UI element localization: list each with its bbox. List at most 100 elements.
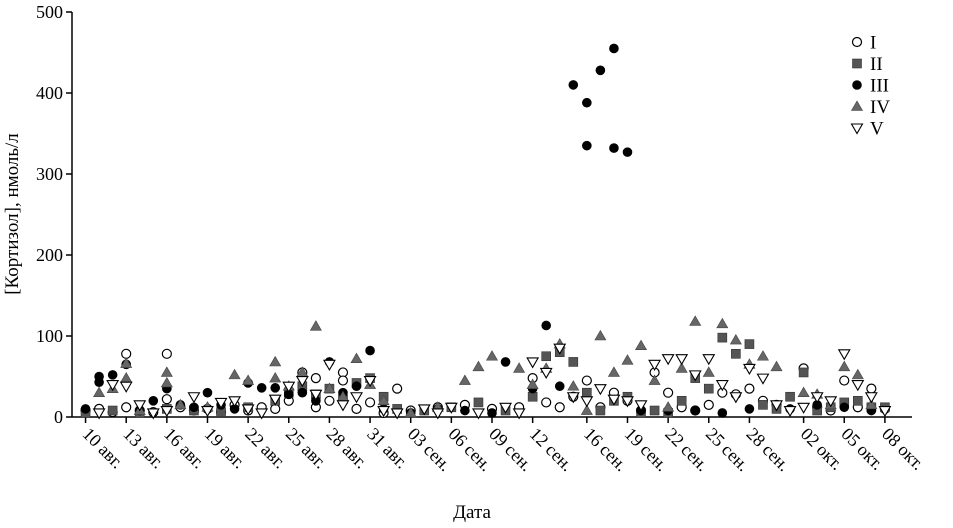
data-point: [595, 65, 606, 76]
data-point: [663, 387, 674, 398]
data-point: [554, 381, 565, 392]
data-point: [756, 350, 769, 361]
x-tick-label: 02 окт.: [797, 424, 847, 474]
data-point: [853, 395, 863, 406]
data-point: [148, 395, 159, 406]
data-point: [702, 354, 716, 366]
data-point: [594, 329, 607, 341]
data-point: [350, 352, 363, 363]
data-point: [417, 404, 431, 416]
x-ticks: 10 авг.13 авг.16 авг.19 авг.22 авг.25 ав…: [79, 417, 928, 476]
data-point: [228, 396, 242, 408]
data-point: [878, 405, 892, 418]
y-tick-label: 200: [36, 245, 63, 265]
data-point: [242, 374, 255, 385]
data-point: [661, 354, 675, 366]
data-point: [92, 408, 106, 420]
data-point: [810, 392, 824, 404]
data-point: [582, 387, 592, 398]
data-point: [364, 397, 376, 408]
data-point: [607, 366, 620, 377]
data-point: [541, 397, 552, 408]
data-point: [161, 348, 172, 359]
data-point: [634, 400, 648, 412]
data-point: [744, 404, 755, 414]
data-point: [729, 333, 742, 345]
data-point: [758, 400, 768, 410]
data-point: [160, 405, 174, 418]
data-point: [472, 360, 485, 372]
data-point: [512, 408, 526, 420]
data-point: [866, 383, 877, 394]
data-point: [161, 394, 172, 405]
data-point: [648, 374, 661, 385]
data-point: [363, 375, 377, 388]
data-point: [187, 392, 201, 404]
data-point: [554, 402, 565, 413]
data-point: [350, 392, 363, 404]
data-point: [527, 391, 538, 402]
data-point: [174, 398, 187, 410]
data-point: [851, 368, 864, 380]
data-point: [837, 349, 851, 361]
data-point: [365, 345, 375, 356]
data-point: [146, 408, 160, 420]
data-point: [539, 367, 553, 380]
data-point: [580, 404, 593, 415]
data-point: [622, 147, 633, 157]
data-point: [756, 373, 770, 385]
data-point: [676, 395, 687, 406]
data-point: [107, 370, 118, 380]
data-point: [609, 143, 619, 153]
data-point: [744, 339, 755, 349]
legend-marker: [852, 80, 862, 90]
data-point: [500, 357, 511, 367]
data-point: [851, 380, 865, 392]
data-point: [160, 376, 173, 388]
y-tick-label: 100: [36, 326, 63, 346]
data-point: [309, 320, 322, 331]
legend-label: II: [870, 54, 883, 75]
data-point: [485, 350, 499, 361]
data-point: [568, 80, 579, 90]
data-point: [717, 408, 728, 418]
data-point: [460, 405, 470, 416]
data-point: [337, 375, 349, 386]
data-point: [458, 374, 471, 385]
data-point: [228, 368, 241, 380]
data-point: [202, 387, 213, 398]
legend-marker: [852, 58, 862, 69]
data-point: [797, 402, 811, 414]
x-tick-label: 28 сен.: [743, 424, 795, 476]
data-point: [160, 366, 173, 377]
data-point: [675, 362, 688, 373]
data-point: [690, 405, 701, 416]
data-point: [121, 348, 132, 359]
data-point: [582, 97, 592, 108]
y-ticks: 0 100 200 300 400 500: [36, 2, 72, 427]
data-point: [567, 380, 580, 391]
data-point: [864, 392, 878, 404]
x-tick-label: 08 окт.: [878, 424, 928, 474]
legend-marker: [850, 123, 864, 135]
x-tick-label: 10 авг.: [79, 424, 128, 473]
data-point: [553, 343, 567, 355]
data-points: [80, 43, 892, 420]
data-point: [297, 387, 308, 398]
x-tick-label: 05 окт.: [837, 424, 887, 474]
data-point: [798, 367, 809, 378]
data-point: [839, 375, 850, 386]
legend-marker: [850, 100, 864, 111]
data-point: [377, 394, 390, 406]
x-tick-label: 16 сен.: [580, 424, 632, 476]
data-point: [309, 389, 323, 401]
data-point: [703, 399, 714, 410]
data-point: [310, 373, 321, 384]
data-point: [201, 405, 214, 418]
data-point: [256, 383, 267, 393]
data-point: [282, 381, 296, 393]
data-point: [702, 366, 715, 377]
data-point: [715, 380, 729, 392]
data-point: [541, 320, 551, 331]
y-tick-label: 300: [36, 164, 63, 184]
